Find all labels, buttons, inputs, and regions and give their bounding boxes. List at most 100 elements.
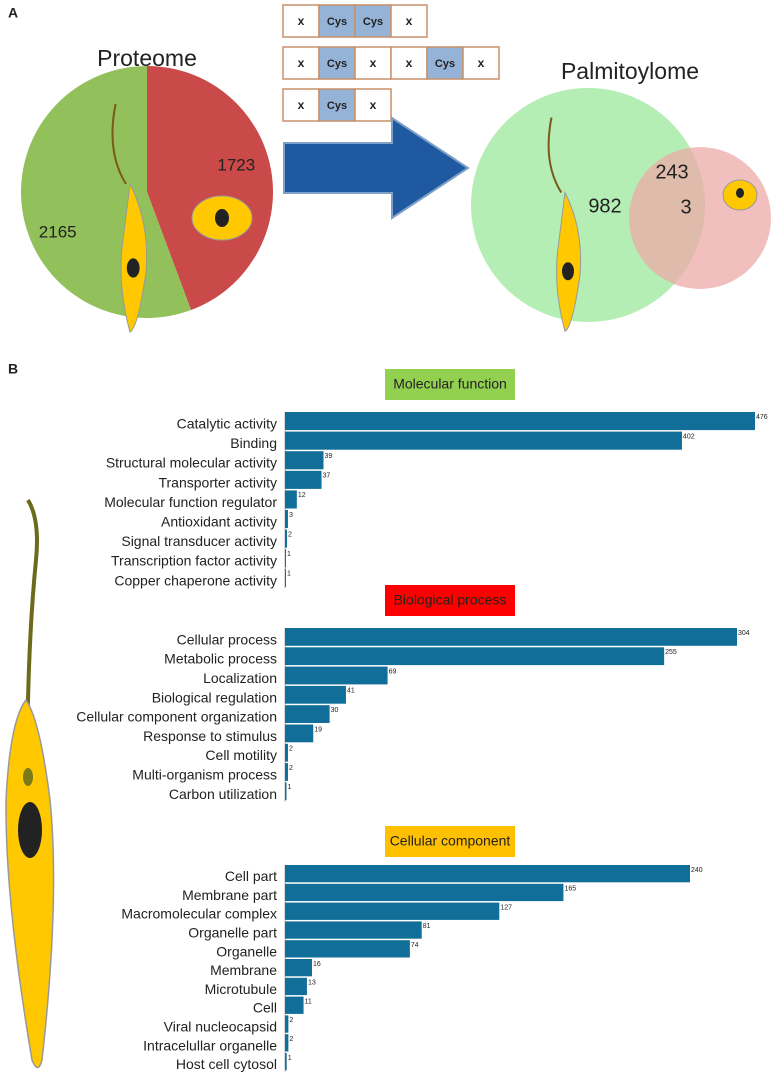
value-label: 1 — [287, 551, 291, 558]
category-label: Binding — [230, 435, 277, 451]
value-label: 165 — [564, 886, 576, 893]
value-label: 1 — [287, 571, 291, 578]
motif-box — [390, 4, 428, 38]
motif-box — [318, 88, 356, 122]
motif-box — [318, 4, 356, 38]
motif-label: x — [298, 56, 305, 70]
value-label: 74 — [411, 942, 419, 949]
panel-label: A — [8, 5, 18, 21]
motif-box — [354, 4, 392, 38]
bar — [285, 685, 346, 704]
value-label: 3 — [289, 512, 293, 519]
category-label: Response to stimulus — [143, 728, 277, 744]
motif-box — [426, 46, 464, 80]
bar — [285, 549, 286, 568]
bar — [285, 451, 324, 470]
chart-title: Palmitoylome — [561, 58, 699, 84]
motif-box — [282, 4, 320, 38]
venn-label: 3 — [680, 196, 691, 218]
value-label: 1 — [288, 1055, 292, 1062]
category-label: Cell part — [225, 868, 277, 884]
value-label: 39 — [325, 453, 333, 460]
value-label: 2 — [288, 531, 292, 538]
bar — [285, 666, 388, 685]
category-label: Organelle part — [188, 925, 277, 941]
value-label: 81 — [423, 923, 431, 930]
category-label: Intracelullar organelle — [143, 1037, 277, 1053]
category-label: Cell — [253, 1000, 277, 1016]
cell-drawing — [215, 209, 229, 227]
value-label: 19 — [314, 726, 322, 733]
bar — [285, 902, 500, 920]
category-label: Viral nucleocapsid — [164, 1019, 277, 1035]
value-label: 41 — [347, 688, 355, 695]
category-label: Antioxidant activity — [161, 514, 277, 530]
value-label: 1 — [287, 784, 291, 791]
bar — [285, 1034, 289, 1052]
category-label: Signal transducer activity — [121, 533, 277, 549]
venn-label: 243 — [655, 161, 688, 183]
value-label: 127 — [500, 904, 512, 911]
motif-label: x — [406, 56, 413, 70]
motif-label: x — [370, 98, 377, 112]
section-title-box — [385, 826, 515, 857]
value-label: 12 — [298, 492, 306, 499]
bar — [285, 705, 330, 723]
slice-label: 2165 — [39, 223, 77, 242]
category-label: Molecular function regulator — [104, 494, 277, 510]
category-label: Cell motility — [205, 747, 277, 763]
bar — [285, 647, 665, 666]
bar — [285, 996, 304, 1014]
category-label: Metabolic process — [164, 651, 277, 667]
cell-drawing — [126, 258, 140, 278]
cell-drawing — [111, 103, 127, 185]
category-label: Macromolecular complex — [121, 906, 277, 922]
value-label: 240 — [691, 867, 703, 874]
motif-label: Cys — [327, 58, 347, 70]
value-label: 2 — [289, 765, 293, 772]
bar — [285, 510, 288, 529]
value-label: 13 — [308, 980, 316, 987]
category-label: Carbon utilization — [169, 786, 277, 802]
bar — [285, 782, 287, 801]
motif-label: Cys — [435, 58, 455, 70]
category-label: Membrane part — [182, 887, 277, 903]
bar — [285, 568, 286, 587]
panel-label: B — [8, 361, 18, 377]
value-label: 16 — [313, 961, 321, 968]
section-title-box — [385, 585, 515, 616]
motif-box — [354, 88, 392, 122]
value-label: 402 — [683, 433, 695, 440]
cell-drawing — [736, 188, 744, 198]
bar — [285, 977, 307, 996]
bar — [285, 1015, 289, 1033]
value-label: 37 — [323, 473, 331, 480]
category-label: Localization — [203, 670, 277, 686]
bar — [285, 412, 755, 431]
category-label: Membrane — [210, 962, 277, 978]
section-title: Biological process — [394, 592, 507, 608]
bar — [285, 529, 287, 548]
bar — [285, 743, 288, 762]
motif-label: x — [478, 56, 485, 70]
value-label: 255 — [665, 649, 677, 656]
bar — [285, 470, 322, 489]
arrow — [283, 116, 470, 220]
cell-drawing — [547, 117, 563, 194]
bar — [285, 490, 297, 509]
cell-drawing — [562, 262, 574, 281]
motif-box — [390, 46, 428, 80]
motif-box — [354, 46, 392, 80]
bar — [285, 628, 737, 646]
motif-label: Cys — [327, 100, 347, 112]
pie-slice — [21, 66, 192, 318]
bar — [285, 959, 312, 977]
category-label: Cellular component organization — [76, 709, 277, 725]
venn-label: 982 — [588, 195, 621, 217]
motif-label: Cys — [327, 16, 347, 28]
bar — [285, 1053, 287, 1071]
motif-label: x — [298, 98, 305, 112]
value-label: 304 — [738, 630, 750, 637]
slice-label: 1723 — [217, 155, 255, 174]
category-label: Catalytic activity — [177, 416, 277, 432]
